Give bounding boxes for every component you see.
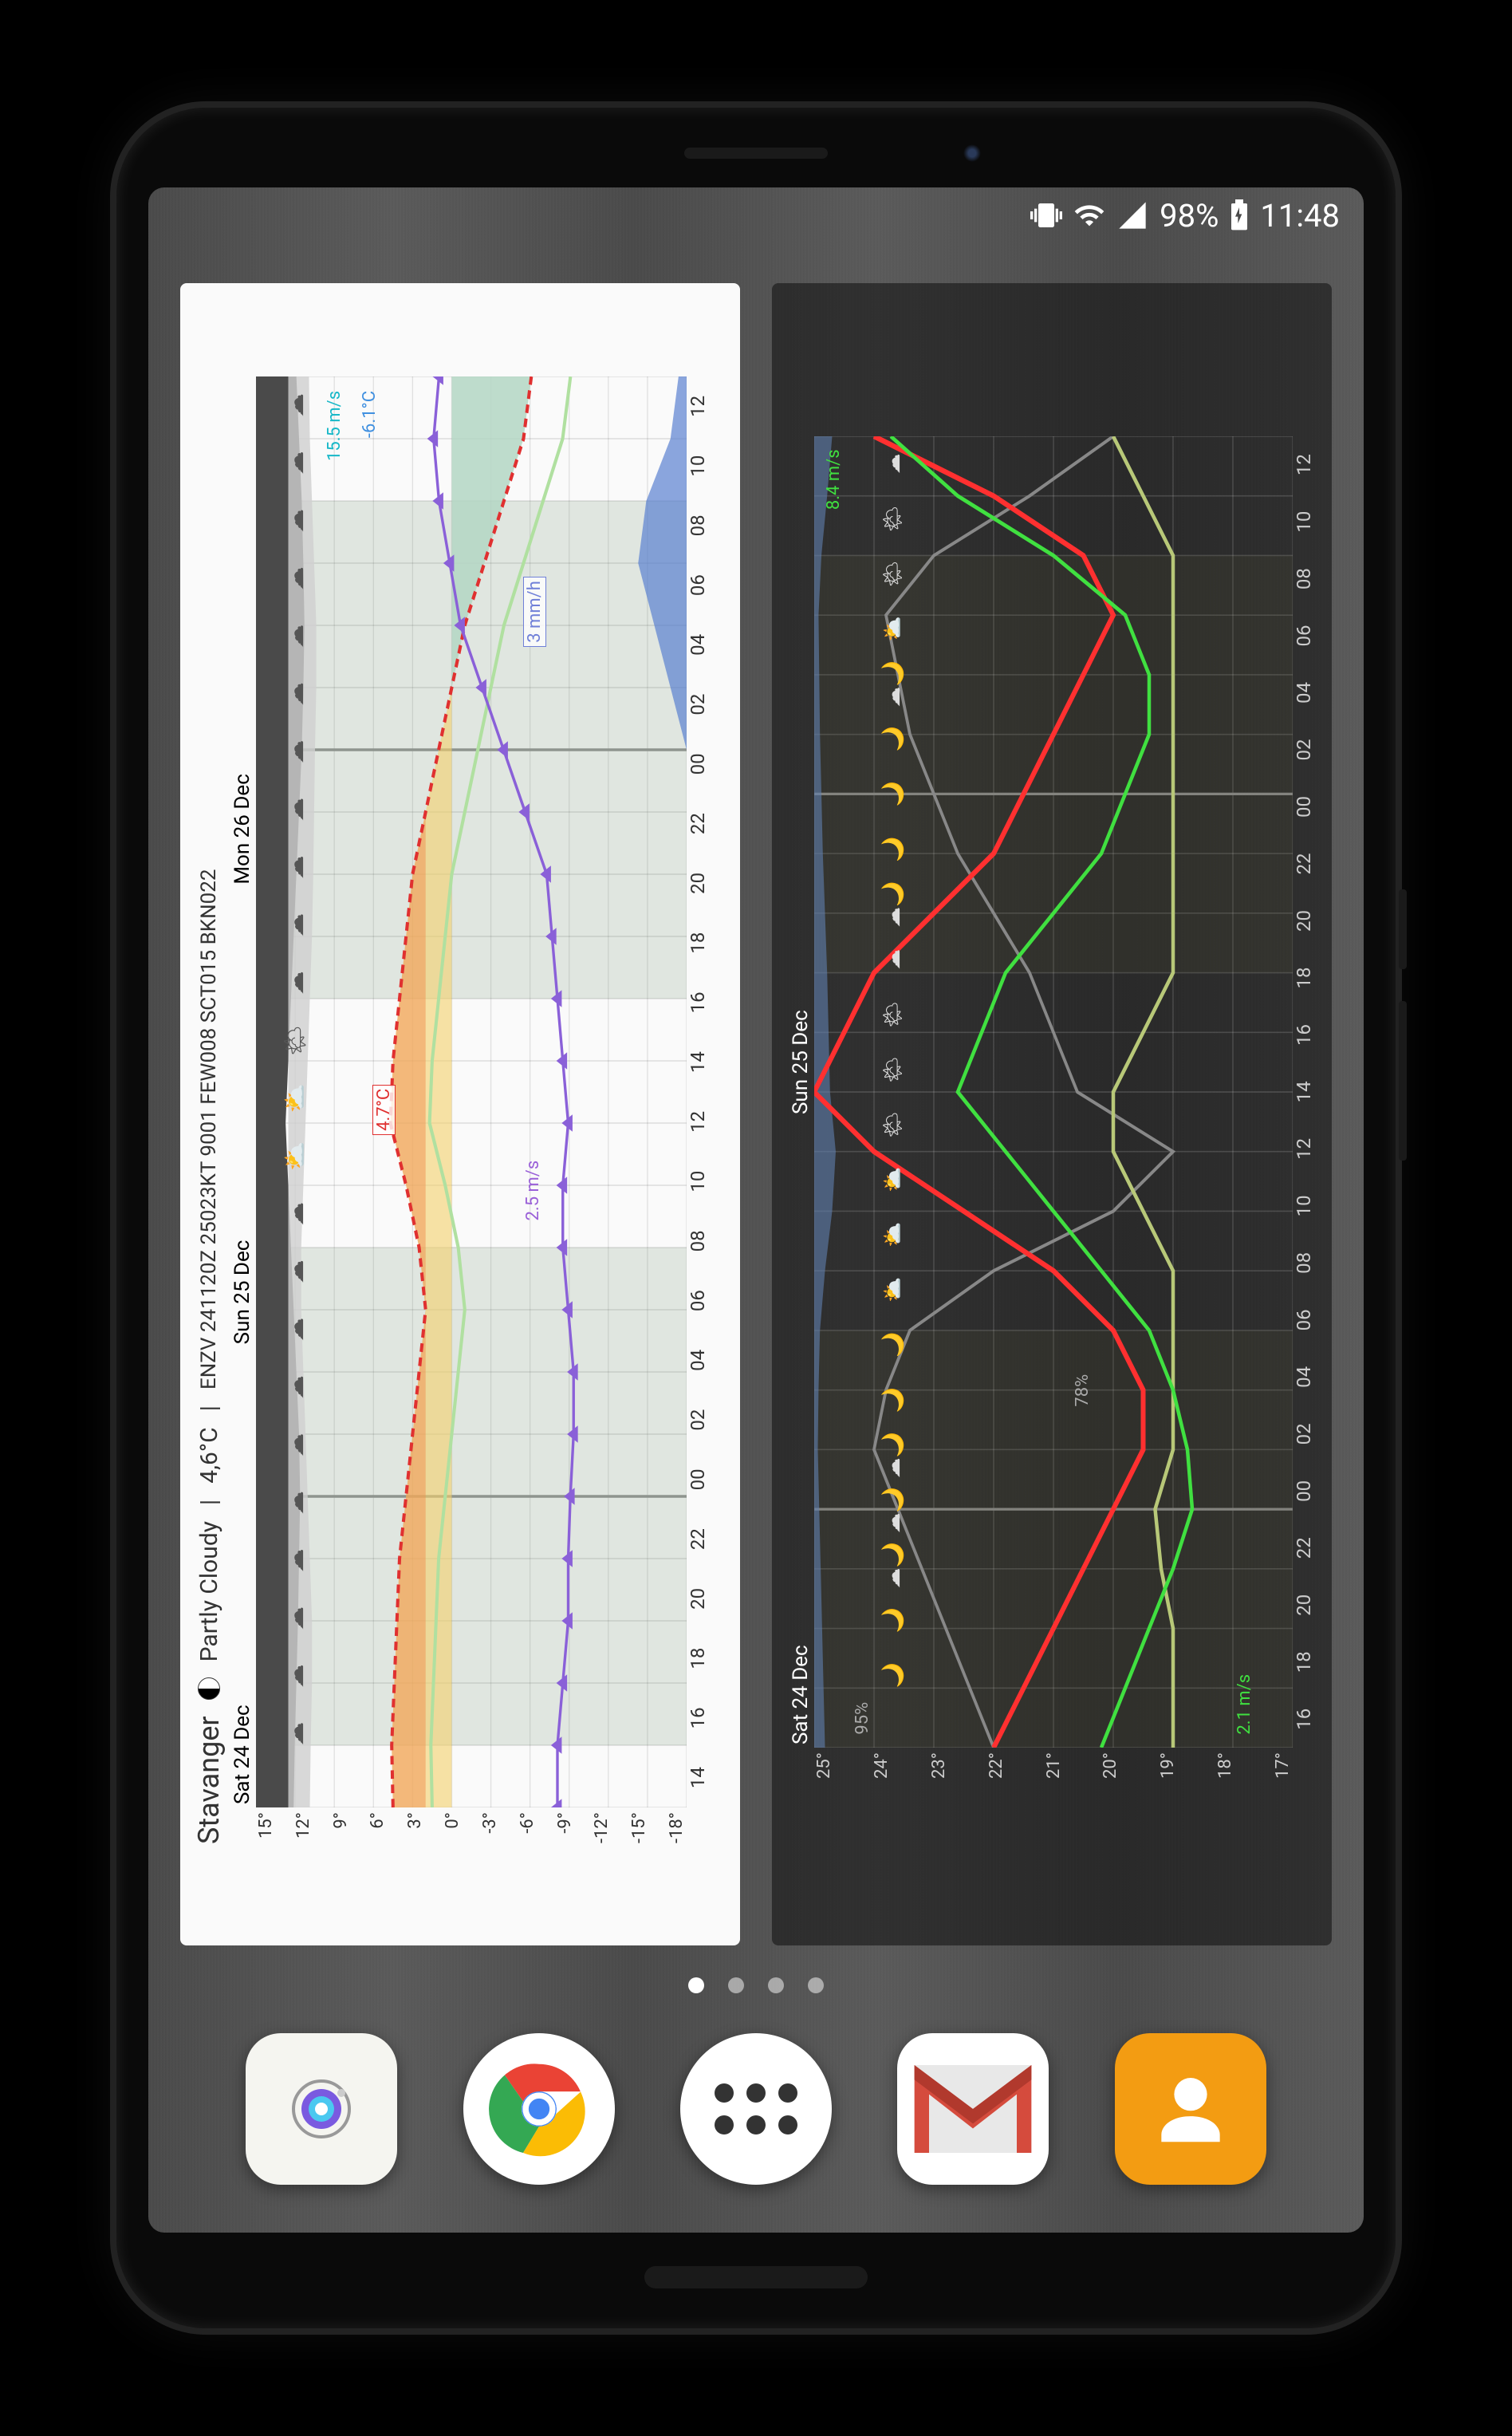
plot-area: 🌙🌙☁🌙☁🌙☁🌙🌙🌙⛅⛅⛅🌤🌤🌤☁☁🌙🌙🌙🌙☁🌙⛅🌤🌤☁ 95% 78% 2.1… [814,436,1293,1748]
widgets-area: Stavanger Partly Cloudy | 4,6°C | ENZV 2… [180,283,1332,1945]
signal-icon [1116,199,1148,231]
y-axis: 15°12°9°6°3°0°-3°-6°-9°-12°-15°-18° [256,1807,687,1852]
wind-high-label: 15.5 m/s [325,391,345,461]
wind-low-label: 2.5 m/s [523,1161,543,1221]
battery-charging-icon [1230,199,1249,231]
chrome-app-icon[interactable] [463,2033,615,2185]
vibrate-icon [1030,199,1062,231]
day-label: Sun 25 Dec [230,885,254,1345]
x-axis: 1416182022000204060810121416182022000204… [687,376,711,1807]
day-label: Mon 26 Dec [230,424,254,885]
phone-speaker [684,148,828,159]
page-dot[interactable] [688,1977,704,1993]
humidity-low-label: 78% [1073,1374,1093,1407]
y-axis: 25°24°23°22°21°20°19°18°17° [814,1748,1293,1792]
days-row: Sat 24 Dec Sun 25 Dec [781,436,814,1792]
days-row: Sat 24 Dec Sun 25 Dec Mon 26 Dec [229,376,256,1852]
wind-low-label: 2.1 m/s [1234,1674,1254,1735]
widget-header: Stavanger Partly Cloudy | 4,6°C | ENZV 2… [189,376,229,1852]
camera-app-icon[interactable] [246,2033,397,2185]
plot-area: ☁☁☁☁☁☁☁☁☁☁⛅⛅🌤☁☁☁☁☁☁☁☁☁☁☁ 4.7°C 15.5 m/s … [256,376,687,1807]
chart-body: 15°12°9°6°3°0°-3°-6°-9°-12°-15°-18° ☁☁☁☁… [256,376,711,1852]
phone-volume-button [1399,1001,1407,1161]
precip-label: 3 mm/h [523,577,546,647]
page-dot[interactable] [728,1977,744,1993]
gmail-app-icon[interactable] [897,2033,1049,2185]
contacts-app-icon[interactable] [1115,2033,1266,2185]
day-label: Sat 24 Dec [789,1114,813,1744]
status-time: 11:48 [1260,197,1340,235]
status-bar: 98% 11:48 [148,187,1364,243]
page-dot[interactable] [768,1977,784,1993]
wind-high-label: 8.4 m/s [824,449,844,510]
page-dot[interactable] [808,1977,824,1993]
battery-pct: 98% [1160,197,1219,235]
phone-frame: 98% 11:48 Stavanger Partly Cloudy | 4,6°… [110,101,1402,2335]
day-label: Sun 25 Dec [789,484,813,1114]
day-label: Sat 24 Dec [230,1344,254,1804]
humidity-high-label: 95% [852,1702,872,1735]
phone-side-button [1399,889,1407,969]
weather-icon-row: ☁☁☁☁☁☁☁☁☁☁⛅⛅🌤☁☁☁☁☁☁☁☁☁☁☁ [282,376,309,1763]
moon-phase-icon [198,1677,220,1700]
metar-text: ENZV 241120Z 25023KT 9001 FEW008 SCT015 … [197,869,221,1390]
condition-text: Partly Cloudy [195,1521,223,1661]
wifi-icon [1073,199,1105,231]
temp-peak-label: 4.7°C [372,1085,396,1135]
chart-body: 25°24°23°22°21°20°19°18°17° 🌙🌙☁🌙☁🌙☁🌙🌙🌙⛅⛅… [814,436,1317,1792]
weather-icon-row: 🌙🌙☁🌙☁🌙☁🌙🌙🌙⛅⛅⛅🌤🌤🌤☁☁🌙🌙🌙🌙☁🌙⛅🌤🌤☁ [881,436,905,1703]
dock [148,2033,1364,2185]
location-name: Stavanger [192,1716,226,1844]
app-drawer-icon[interactable] [680,2033,832,2185]
phone-front-camera [963,144,981,162]
temp-now: 4,6°C [195,1427,223,1483]
weather-widget-dark[interactable]: Sat 24 Dec Sun 25 Dec 25°24°23°22°21°20°… [772,283,1332,1945]
x-axis: 1618202200020406081012141618202200020406… [1293,436,1317,1748]
weather-widget-light[interactable]: Stavanger Partly Cloudy | 4,6°C | ENZV 2… [180,283,740,1945]
temp-low-label: -6.1°C [360,391,380,438]
screen: 98% 11:48 Stavanger Partly Cloudy | 4,6°… [148,187,1364,2233]
phone-home-bar [644,2266,868,2288]
page-indicator[interactable] [688,1977,824,1993]
